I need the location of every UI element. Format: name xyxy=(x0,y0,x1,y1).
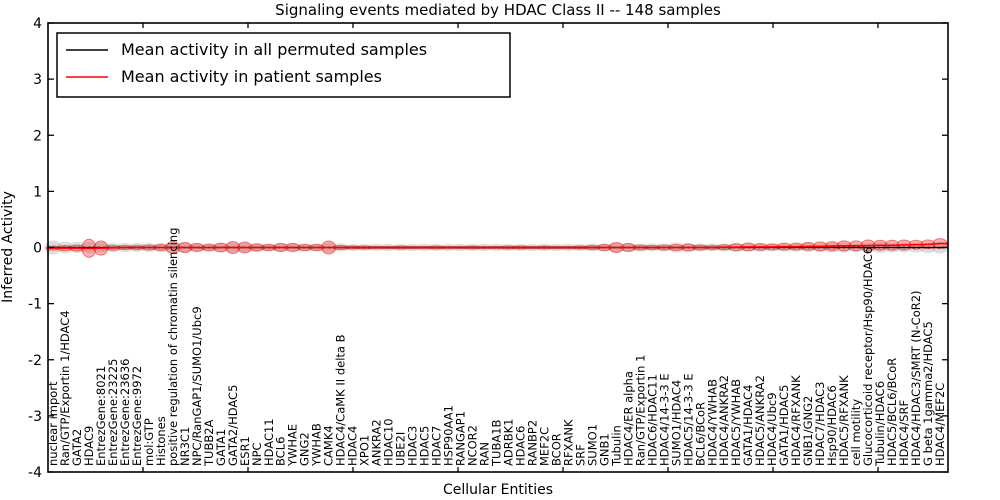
entity-label: HDAC4/MEF2C xyxy=(933,383,947,466)
entity-label: RANBP2 xyxy=(525,420,539,466)
entity-label: positive regulation of chromatin silenci… xyxy=(166,228,180,466)
entity-label: cell motility xyxy=(849,399,863,466)
entity-label: EntrezGene:23636 xyxy=(118,359,132,466)
y-tick-labels: 4 3 2 1 0 -1 -2 -3 -4 xyxy=(28,16,42,481)
entity-label: HDAC4/ER alpha xyxy=(621,371,635,466)
axes-frame xyxy=(47,22,949,473)
entity-label: YWHAB xyxy=(310,423,324,467)
entity-label: HDAC4/CaMK II delta B xyxy=(334,334,348,466)
entity-label: SUMO1 xyxy=(585,424,599,466)
y-tick-label: -3 xyxy=(28,409,42,425)
entity-label: HDAC4/RFXANK xyxy=(789,375,803,466)
y-tick-label: 4 xyxy=(33,16,42,32)
entity-label: GATA2/HDAC5 xyxy=(226,385,240,466)
entity-label: HDAC9 xyxy=(82,426,96,466)
entity-label: YWHAE xyxy=(286,424,300,467)
entity-label: HDAC6 xyxy=(513,426,527,466)
entity-label: HDAC6/HDAC11 xyxy=(645,374,659,466)
entity-label: XPO1 xyxy=(358,435,372,466)
entity-label: HSP90AA1 xyxy=(442,405,456,466)
entity-label: TUBA1B xyxy=(490,419,504,467)
entity-label: HDAC5/YWHAB xyxy=(729,379,743,466)
entity-label: HDAC4/YWHAB xyxy=(705,379,719,466)
entity-label: GATA1/HDAC4 xyxy=(741,385,755,466)
entity-label: HDAC10 xyxy=(382,418,396,466)
entity-label: EntrezGene:9972 xyxy=(130,366,144,466)
legend-box xyxy=(56,32,511,98)
entity-label: GNG2 xyxy=(298,432,312,466)
y-tick-label: 0 xyxy=(33,241,42,257)
patient-mean-line xyxy=(47,242,948,250)
entity-label: BCL6/BCoR xyxy=(693,402,707,466)
entity-label: HDAC4 xyxy=(346,426,360,466)
y-tick-label: 1 xyxy=(33,184,42,200)
entity-label: HDAC5/ANKRA2 xyxy=(753,375,767,466)
entity-label: NR3C1 xyxy=(178,427,192,466)
entity-label: GATA1/HDAC5 xyxy=(777,385,791,466)
entity-label: HDAC4/Ubc9 xyxy=(765,392,779,466)
entity-label: BCL6 xyxy=(274,437,288,466)
entity-label: CAMK4 xyxy=(322,425,336,466)
y-tick-label: 2 xyxy=(33,128,42,144)
entity-label: mol:GTP xyxy=(142,418,156,466)
entity-label: HDAC7 xyxy=(430,426,444,466)
entity-label: ESR1 xyxy=(238,436,252,466)
entity-label: HDAC5/14-3-3 E xyxy=(681,373,695,466)
entity-label: Ran/GTP/Exportin 1 xyxy=(633,355,647,466)
entity-label: UBE2I xyxy=(394,432,408,466)
entity-label: Tubulin/HDAC6 xyxy=(873,381,887,467)
entity-label: HDAC4/14-3-3 E xyxy=(657,373,671,466)
entity-label: GATA1 xyxy=(214,429,228,466)
entity-label: HDAC3 xyxy=(406,426,420,466)
entity-label: BCOR xyxy=(549,433,563,466)
entity-label: RAN xyxy=(478,442,492,466)
entity-label: GNB1 xyxy=(597,433,611,466)
entity-label: NPC/RanGAP1/SUMO1/Ubc9 xyxy=(190,306,204,466)
entity-label: RANGAP1 xyxy=(454,411,468,466)
entity-label: HDAC5 xyxy=(418,426,432,466)
entity-label: MEF2C xyxy=(537,427,551,466)
legend-label-patient: Mean activity in patient samples xyxy=(121,67,382,86)
entity-label: SRF xyxy=(573,444,587,466)
entity-label: NCOR2 xyxy=(466,425,480,466)
legend: Mean activity in all permuted samples Me… xyxy=(56,32,511,98)
entity-label: Ran/GTP/Exportin 1/HDAC4 xyxy=(58,310,72,466)
entity-label: Tubulin xyxy=(609,425,623,467)
entity-label: TUBB2A xyxy=(202,419,216,467)
y-tick-label: -1 xyxy=(28,297,42,313)
legend-label-permuted: Mean activity in all permuted samples xyxy=(121,40,427,59)
entity-label: Histones xyxy=(154,416,168,466)
entity-label: EntrezGene:23225 xyxy=(106,359,120,466)
entity-label: GNB1/GNG2 xyxy=(801,396,815,466)
y-axis-label: Inferred Activity xyxy=(0,191,16,303)
y-tick-label: 3 xyxy=(33,72,42,88)
entity-label: HDAC5/RFXANK xyxy=(837,375,851,466)
chart-title: Signaling events mediated by HDAC Class … xyxy=(275,1,721,19)
entity-label: HDAC4/ANKRA2 xyxy=(717,375,731,466)
entity-label: EntrezGene:8021 xyxy=(94,366,108,466)
entity-label: GATA2 xyxy=(70,429,84,466)
entity-label: HDAC5/BCL6/BCoR xyxy=(885,358,899,466)
x-axis-label: Cellular Entities xyxy=(443,482,553,498)
entity-label: HDAC4/SRF xyxy=(897,400,911,466)
entity-label: NPC xyxy=(250,442,264,466)
mean-lines xyxy=(47,242,948,250)
entity-label: G beta 1gamma2/HDAC5 xyxy=(921,321,935,466)
entity-label: nuclear import xyxy=(46,381,60,466)
entity-label: ANKRA2 xyxy=(370,419,384,466)
entity-label: SUMO1/HDAC4 xyxy=(669,380,683,466)
entity-label: ADRBK1 xyxy=(501,419,515,466)
entity-label: HDAC11 xyxy=(262,418,276,466)
y-tick-label: -4 xyxy=(28,465,42,481)
entity-label: Glucocorticoid receptor/Hsp90/HDAC6 xyxy=(861,247,875,466)
entity-label: HDAC4/HDAC3/SMRT (N-CoR2) xyxy=(909,290,923,466)
y-tick-label: -2 xyxy=(28,353,42,369)
entity-label: Hsp90/HDAC6 xyxy=(825,385,839,466)
entity-label: HDAC7/HDAC3 xyxy=(813,382,827,467)
entity-label: RFXANK xyxy=(561,419,575,466)
